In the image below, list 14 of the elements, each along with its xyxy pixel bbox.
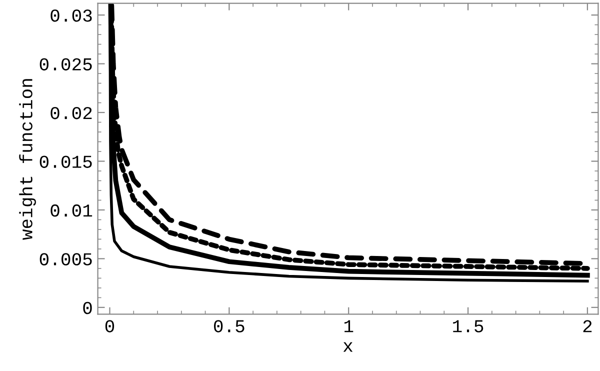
y-tick-label: 0.01: [50, 204, 92, 217]
y-tick-label: 0.03: [50, 10, 92, 22]
x-tick-label: 2: [583, 320, 592, 332]
x-tick-label: 1: [344, 320, 354, 332]
y-tick-label: 0.02: [50, 106, 92, 120]
y-tick-label: 0.025: [40, 58, 92, 70]
y-tick-label: 0.005: [40, 253, 92, 266]
y-axis-title: weight function: [19, 79, 36, 240]
y-tick-label: 0.015: [40, 156, 92, 168]
x-tick-label: 1.5: [453, 320, 484, 332]
x-tick-label: 0.5: [214, 320, 244, 332]
y-tick-label: 0: [83, 302, 92, 314]
x-tick-label: 0: [105, 320, 114, 332]
x-axis-title: x: [343, 342, 353, 352]
